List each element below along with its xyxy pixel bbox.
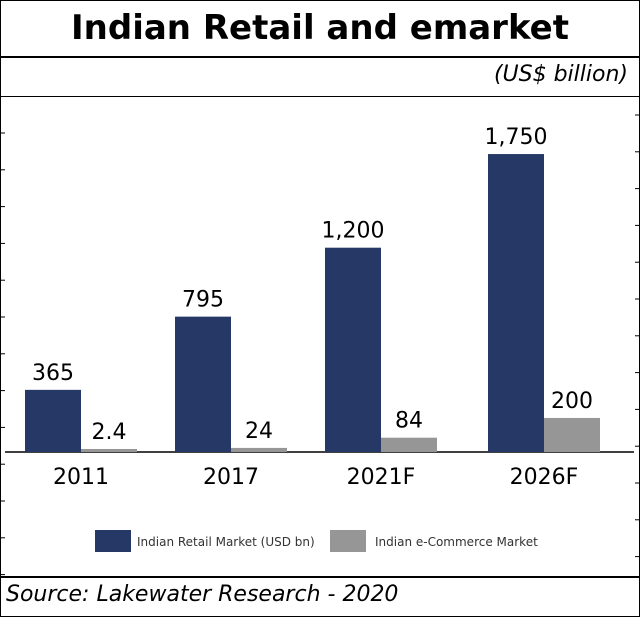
legend-swatch-retail (95, 530, 131, 552)
retail-bar-2026f (488, 154, 544, 453)
retail-bar-2011 (25, 389, 81, 452)
page-title: Indian Retail and emarket (0, 0, 640, 58)
ecommerce-bar-2026f (544, 417, 600, 452)
retail-value-label-2011: 365 (32, 361, 74, 386)
ecommerce-value-label-2011: 2.4 (92, 420, 127, 445)
source-note: Source: Lakewater Research - 2020 (6, 582, 399, 607)
x-tick-label-2011: 2011 (53, 465, 109, 490)
ecommerce-value-label-2021f: 84 (395, 409, 423, 434)
ecommerce-bar-2017 (231, 447, 287, 452)
legend-label-retail: Indian Retail Market (USD bn) (137, 535, 315, 549)
footer-divider (0, 576, 640, 578)
ecommerce-value-label-2017: 24 (245, 419, 273, 444)
retail-value-label-2021f: 1,200 (322, 219, 385, 244)
legend-swatch-ecommerce (330, 530, 366, 552)
bar-chart: 365 2.4 2011 795 24 2017 1,200 84 2021F 1,750 200 2… (0, 114, 640, 576)
retail-value-label-2026f: 1,750 (485, 125, 548, 150)
ecommerce-value-label-2026f: 200 (551, 389, 593, 414)
x-tick-label-2017: 2017 (203, 465, 259, 490)
x-tick-label-2026f: 2026F (510, 465, 579, 490)
ecommerce-bar-2011 (81, 449, 137, 452)
legend-label-ecommerce: Indian e-Commerce Market (375, 535, 538, 549)
retail-bar-2017 (175, 316, 231, 452)
retail-bar-2021f (325, 247, 381, 452)
header-divider (0, 96, 640, 97)
units-label: (US$ billion) (493, 62, 628, 87)
ecommerce-bar-2021f (381, 437, 437, 452)
retail-value-label-2017: 795 (182, 288, 224, 313)
x-tick-label-2021f: 2021F (347, 465, 416, 490)
